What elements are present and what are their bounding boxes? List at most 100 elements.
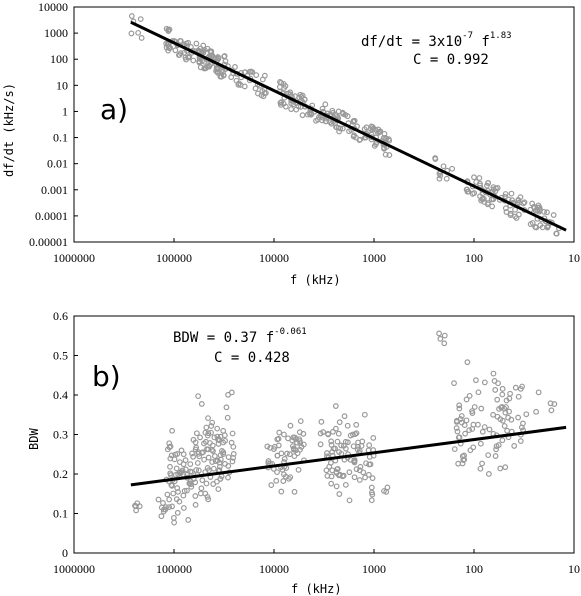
- panel-b-data-point: [366, 442, 373, 449]
- panel-a-x-axis-title: f (kHz): [290, 273, 341, 287]
- panel-a-data-point: [532, 224, 539, 230]
- panel-b-data-point: [351, 458, 357, 465]
- panel-a-data-point: [204, 63, 211, 70]
- panel-b-data-point: [195, 393, 202, 400]
- panel-b-data-point: [228, 439, 235, 446]
- panel-a-plot-frame: [73, 6, 575, 243]
- panel-b-data-point: [369, 475, 376, 482]
- panel-b-y-tick-label: 0.3: [53, 428, 68, 442]
- panel-b-data-point: [160, 500, 166, 506]
- panel-b-data-point: [456, 405, 463, 412]
- panel-b-data-point: [356, 477, 363, 483]
- panel-b-data-point: [332, 403, 339, 409]
- panel-b-data-point: [208, 429, 214, 436]
- panel-a-data-point: [215, 55, 221, 62]
- panel-a-data-point: [137, 16, 144, 22]
- panel-a-data-point: [319, 117, 325, 124]
- panel-b-data-point: [478, 405, 485, 412]
- panel-b-data-point: [355, 439, 361, 446]
- panel-b-data-point: [166, 440, 173, 447]
- panel-b-data-point: [328, 442, 335, 448]
- panel-b-data-point: [462, 430, 469, 437]
- panel-a-data-point: [535, 202, 542, 209]
- panel-b-data-point: [356, 467, 363, 474]
- panel-b-data-point: [214, 433, 221, 440]
- panel-a-x-tick-label: 10000: [259, 251, 289, 265]
- panel-b-data-point: [223, 404, 230, 411]
- panel-b-data-point: [284, 450, 290, 457]
- panel-b-data-point: [201, 456, 208, 463]
- panel-a-data-point: [517, 194, 524, 201]
- panel-b-data-point: [320, 429, 327, 435]
- panel-a-data-point: [221, 53, 228, 59]
- panel-a-data-point: [249, 69, 256, 75]
- panel-b-data-point: [493, 446, 499, 453]
- panel-b-data-point: [286, 451, 293, 458]
- panel-a-data-point: [532, 207, 539, 214]
- panel-a-label: a): [100, 93, 128, 126]
- panel-a-data-point: [177, 38, 184, 44]
- panel-a-data-point: [484, 182, 490, 189]
- panel-a-data-point: [128, 13, 135, 19]
- panel-b-data-point: [208, 423, 215, 429]
- panel-b-data-point: [461, 422, 468, 428]
- panel-b-x-tick-label: 10000: [259, 562, 289, 576]
- panel-b-data-point: [205, 430, 212, 437]
- panel-b-y-tick-label: 0.1: [53, 507, 68, 521]
- panel-b-data-point: [193, 444, 200, 451]
- panel-a-data-point: [235, 81, 242, 88]
- panel-b-data-point: [166, 504, 172, 510]
- panel-b-data-point: [164, 491, 171, 498]
- panel-b-data-point: [274, 436, 281, 443]
- panel-a-data-point: [489, 203, 496, 210]
- panel-b-data-point: [485, 452, 492, 459]
- panel-a-x-tick-label: 1000000: [53, 251, 95, 265]
- panel-a-data-point: [193, 40, 200, 47]
- panel-b-data-point: [466, 392, 473, 399]
- panel-b-data-point: [507, 390, 513, 397]
- panel-b-data-point: [464, 359, 471, 366]
- panel-b-label: b): [92, 360, 121, 393]
- panel-b-data-point: [499, 385, 506, 392]
- panel-b-x-tick-label: 1000: [362, 562, 386, 576]
- panel-b-data-point: [324, 473, 331, 479]
- panel-a-data-point: [253, 72, 260, 79]
- panel-b-data-point: [475, 421, 481, 428]
- panel-b-data-point: [167, 470, 174, 477]
- panel-b-x-tick-label: 100000: [156, 562, 192, 576]
- panel-b-data-point: [176, 469, 183, 476]
- panel-a-data-point: [476, 175, 483, 181]
- panel-b-data-point: [278, 450, 285, 457]
- panel-b-data-point: [497, 465, 504, 472]
- panel-b-data-point: [334, 466, 341, 473]
- panel-b-data-point: [203, 424, 210, 431]
- panel-a-data-point: [299, 112, 306, 119]
- panel-b-data-point: [291, 453, 298, 460]
- panel-b-data-point: [264, 443, 271, 450]
- panel-b-data-point: [190, 453, 197, 460]
- panel-b-data-point: [170, 490, 177, 497]
- panel-a-data-point: [322, 118, 329, 125]
- panel-b-data-point: [497, 416, 504, 423]
- panel-b-data-point: [523, 411, 530, 418]
- panel-b-data-point: [195, 449, 202, 455]
- panel-a-fit-line: [130, 20, 567, 232]
- panel-b-data-point: [451, 380, 457, 387]
- panel-b-data-point: [325, 430, 331, 437]
- panel-a-data-point: [351, 132, 357, 139]
- panel-b-data-point: [274, 469, 280, 476]
- panel-b-data-point: [214, 425, 221, 432]
- panel-b-data-point: [511, 443, 518, 449]
- panel-a-data-point: [322, 101, 329, 108]
- panel-b-data-point: [365, 471, 372, 478]
- panel-b-data-point: [477, 440, 484, 447]
- panel-a-y-tick-label: 0.00001: [29, 235, 68, 249]
- panel-b-data-point: [222, 437, 228, 444]
- panel-a: 10000 1000 100 10 1 0.1 0.01 0.001 0.0001 0.00001…: [2, 0, 580, 287]
- panel-b-data-point: [167, 463, 173, 470]
- panel-a-data-point: [509, 197, 516, 204]
- panel-b-data-point: [193, 430, 200, 437]
- panel-b-data-point: [169, 503, 175, 510]
- panel-b-data-point: [535, 389, 542, 396]
- panel-b-data-point: [168, 452, 175, 459]
